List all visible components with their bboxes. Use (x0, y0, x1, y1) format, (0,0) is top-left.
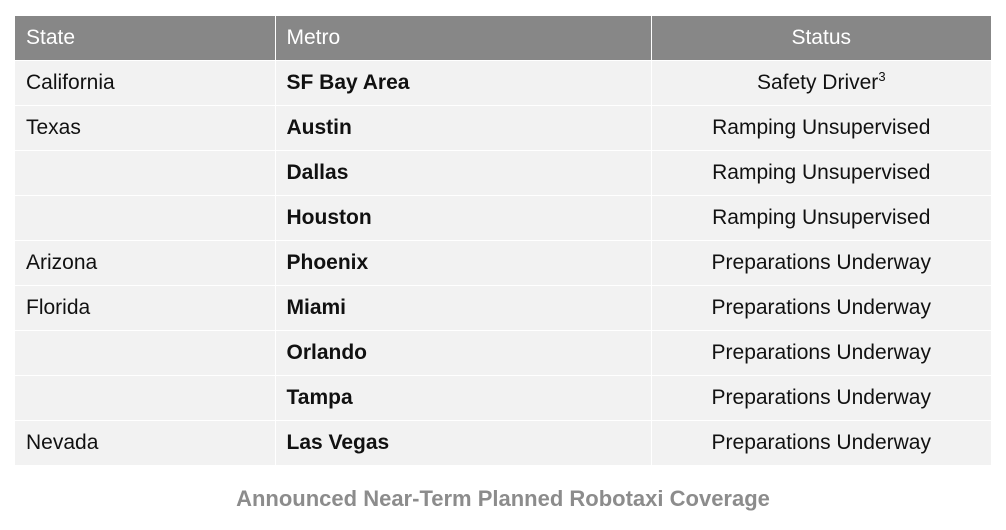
state-cell: California (15, 60, 276, 106)
column-header-state: State (15, 16, 276, 61)
table-row: Orlando Preparations Underway (15, 330, 991, 376)
state-cell (15, 195, 276, 241)
status-cell: Preparations Underway (651, 240, 991, 286)
metro-cell: Miami (275, 285, 652, 331)
state-cell (15, 375, 276, 421)
column-header-metro: Metro (275, 16, 652, 61)
table-row: California SF Bay Area Safety Driver3 (15, 60, 991, 106)
table-row: Nevada Las Vegas Preparations Underway (15, 420, 991, 465)
table-caption: Announced Near-Term Planned Robotaxi Cov… (236, 486, 770, 511)
status-text: Safety Driver (756, 71, 879, 94)
table-row: Florida Miami Preparations Underway (15, 285, 991, 331)
status-cell: Preparations Underway (651, 330, 991, 376)
status-cell: Ramping Unsupervised (651, 105, 991, 151)
footnote-marker: 3 (878, 69, 886, 84)
table-row: Tampa Preparations Underway (15, 375, 991, 421)
status-cell: Ramping Unsupervised (651, 150, 991, 196)
table-row: Dallas Ramping Unsupervised (15, 150, 991, 196)
column-header-status: Status (651, 16, 991, 61)
state-cell (15, 330, 276, 376)
metro-cell: Phoenix (275, 240, 652, 286)
status-cell: Preparations Underway (651, 285, 991, 331)
metro-cell: SF Bay Area (275, 60, 652, 106)
metro-cell: Houston (275, 195, 652, 241)
metro-cell: Dallas (275, 150, 652, 196)
state-cell: Arizona (15, 240, 276, 286)
state-cell: Nevada (15, 420, 276, 465)
status-cell: Ramping Unsupervised (651, 195, 991, 241)
table-row: Houston Ramping Unsupervised (15, 195, 991, 241)
status-cell: Preparations Underway (651, 420, 991, 465)
metro-cell: Las Vegas (275, 420, 652, 465)
metro-cell: Orlando (275, 330, 652, 376)
table-header-row: State Metro Status (15, 16, 991, 61)
state-cell: Florida (15, 285, 276, 331)
table-row: Texas Austin Ramping Unsupervised (15, 105, 991, 151)
coverage-table: State Metro Status California SF Bay Are… (15, 16, 991, 465)
state-cell (15, 150, 276, 196)
table-row: Arizona Phoenix Preparations Underway (15, 240, 991, 286)
status-cell: Safety Driver3 (651, 60, 991, 106)
metro-cell: Austin (275, 105, 652, 151)
metro-cell: Tampa (275, 375, 652, 421)
state-cell: Texas (15, 105, 276, 151)
status-cell: Preparations Underway (651, 375, 991, 421)
